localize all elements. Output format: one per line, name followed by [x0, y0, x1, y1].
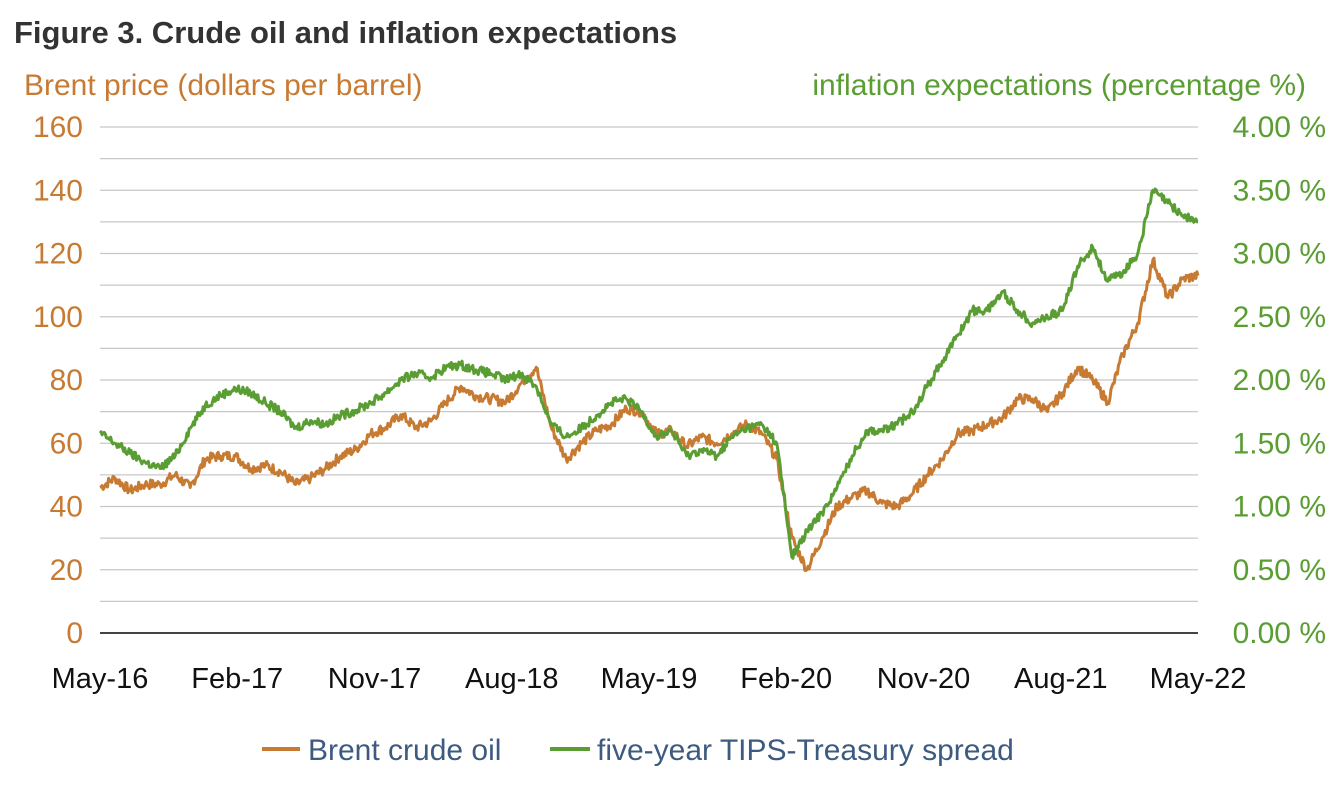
left-y-tick-label: 40: [50, 491, 83, 524]
gridlines: [100, 126, 1198, 634]
x-tick-label: Nov-17: [328, 663, 422, 695]
legend: Brent crude oil five-year TIPS-Treasury s…: [262, 734, 1014, 767]
tips-spread-line: [98, 187, 1199, 560]
left-y-tick-label: 140: [33, 174, 83, 207]
x-tick-label: May-19: [601, 663, 698, 695]
left-y-tick-label: 20: [50, 554, 83, 587]
x-tick-label: Aug-21: [1014, 663, 1108, 695]
left-y-tick-label: 80: [50, 364, 83, 397]
left-y-tick-label: 120: [33, 238, 83, 271]
left-y-tick-label: 0: [66, 617, 83, 650]
series-lines: [98, 187, 1200, 572]
legend-label-tips: five-year TIPS-Treasury spread: [597, 734, 1014, 767]
x-tick-label: May-22: [1150, 663, 1247, 695]
right-y-tick-label: 0.00 %: [1233, 617, 1326, 650]
right-y-tick-label: 2.00 %: [1233, 364, 1326, 397]
left-y-tick-label: 160: [33, 111, 83, 144]
right-y-tick-label: 1.00 %: [1233, 491, 1326, 524]
legend-label-brent: Brent crude oil: [308, 734, 501, 767]
x-tick-label: Feb-17: [191, 663, 283, 695]
right-y-tick-label: 2.50 %: [1233, 301, 1326, 334]
right-y-tick-label: 4.00 %: [1233, 111, 1326, 144]
x-tick-label: May-16: [52, 663, 149, 695]
x-tick-label: Feb-20: [740, 663, 832, 695]
brent-crude-oil-line: [99, 256, 1200, 572]
right-y-tick-label: 3.50 %: [1233, 174, 1326, 207]
right-y-tick-label: 1.50 %: [1233, 427, 1326, 460]
chart-title: Figure 3. Crude oil and inflation expect…: [14, 15, 677, 50]
left-axis-title: Brent price (dollars per barrel): [24, 69, 422, 102]
right-axis-title: inflation expectations (percentage %): [812, 69, 1306, 102]
x-tick-label: Nov-20: [877, 663, 971, 695]
axis-ticks: 0 20 40 60 80 100 120 140 160 0.00 % 0.50 % 1.00 % 1…: [33, 111, 1326, 695]
right-y-tick-label: 0.50 %: [1233, 554, 1326, 587]
left-y-tick-label: 60: [50, 427, 83, 460]
left-y-tick-label: 100: [33, 301, 83, 334]
x-tick-label: Aug-18: [465, 663, 559, 695]
right-y-tick-label: 3.00 %: [1233, 238, 1326, 271]
